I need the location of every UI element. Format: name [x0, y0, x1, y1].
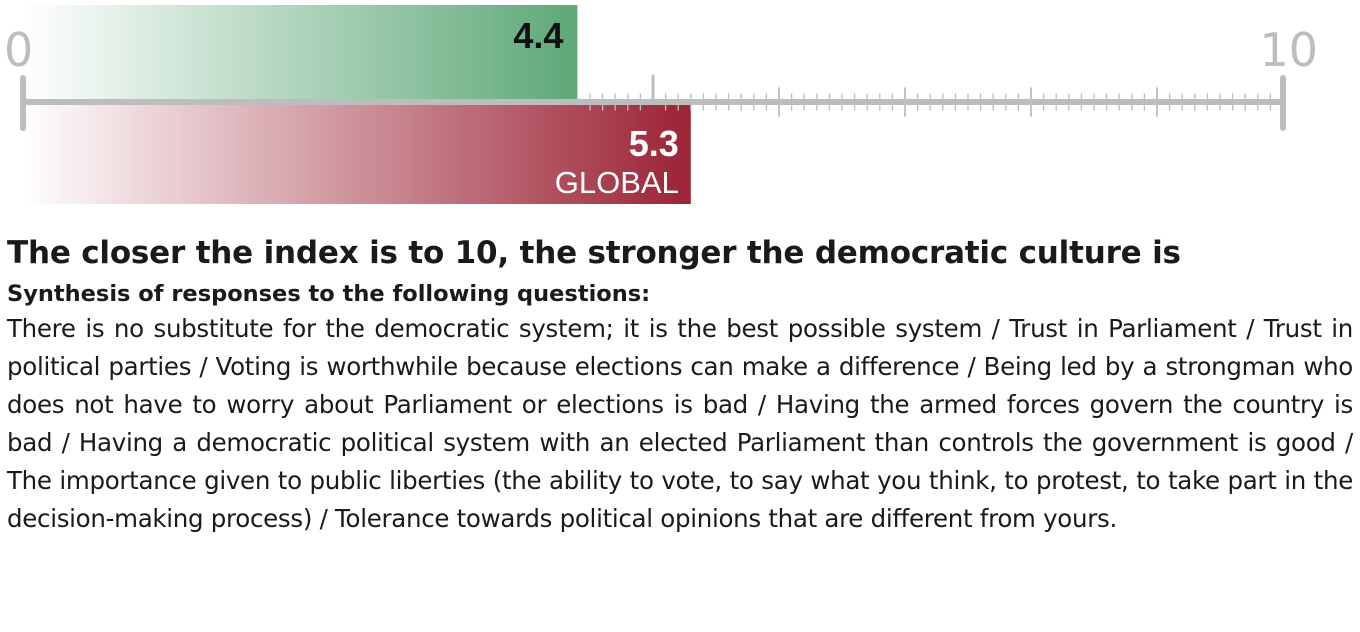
global-caption: GLOBAL — [555, 165, 679, 200]
global-bar — [23, 102, 691, 204]
gauge-chart: 0 10 4.4 5.3 GLOBAL — [4, 5, 1318, 204]
scale-axis — [20, 74, 1286, 131]
scale-min-label: 0 — [4, 23, 33, 77]
country-value-label: 4.4 — [513, 15, 563, 56]
scale-max-label: 10 — [1259, 23, 1318, 77]
country-bar — [23, 5, 578, 102]
chart-title: The closer the index is to 10, the stron… — [7, 235, 1181, 271]
explanation-block: The closer the index is to 10, the stron… — [7, 232, 1353, 538]
global-value-label: 5.3 — [629, 123, 679, 164]
chart-subtitle: Synthesis of responses to the following … — [7, 281, 651, 307]
chart-description: There is no substitute for the democrati… — [7, 314, 1353, 533]
